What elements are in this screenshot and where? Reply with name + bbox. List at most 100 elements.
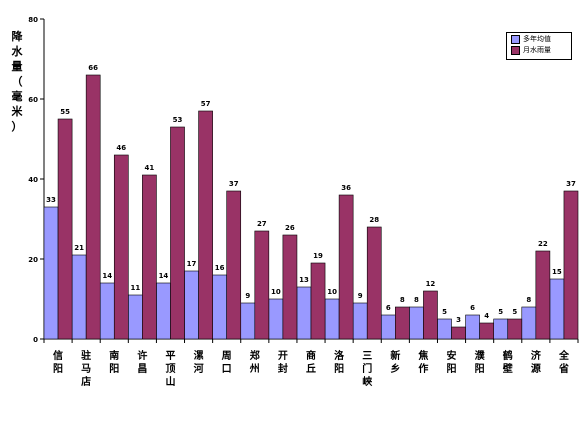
bar-1 <box>240 302 256 340</box>
bar-1 <box>409 306 424 340</box>
bar-1 <box>521 306 537 340</box>
bar-1 <box>493 318 509 340</box>
legend-item-series-2: 月水雨量 <box>511 46 551 57</box>
x-tick-label: 新乡 <box>390 349 400 375</box>
legend-swatch <box>511 46 520 55</box>
x-tick-label: 安阳 <box>447 349 457 375</box>
y-tick-label: 40 <box>28 176 38 184</box>
data-label: 8 <box>414 296 419 304</box>
data-label: 10 <box>327 288 337 296</box>
x-tick-label: 驻马店 <box>81 349 91 388</box>
bar-1 <box>71 254 87 340</box>
x-tick-label: 焦作 <box>417 349 428 375</box>
bar-1 <box>212 274 227 340</box>
y-tick-label: 0 <box>33 336 38 344</box>
y-axis-title-char: 米 <box>11 105 23 118</box>
data-label: 5 <box>498 308 503 316</box>
data-label: 14 <box>102 272 112 280</box>
bar-2 <box>57 118 73 340</box>
y-axis-title-char: 毫 <box>11 90 23 103</box>
x-tick-label: 平顶山 <box>165 350 175 388</box>
bar-2 <box>85 74 101 340</box>
x-tick-label: 信阳 <box>53 349 63 375</box>
legend-label: 月水雨量 <box>523 46 551 54</box>
x-tick-label: 开封 <box>278 350 288 375</box>
y-axis-title-char: 降 <box>11 30 23 43</box>
bar-2 <box>395 306 410 340</box>
bars <box>43 74 579 340</box>
data-label: 27 <box>257 220 267 228</box>
data-label: 36 <box>341 184 351 192</box>
bar-1 <box>268 298 284 340</box>
data-label: 41 <box>145 164 155 172</box>
bar-1 <box>324 298 340 340</box>
bar-1 <box>184 270 199 340</box>
data-label: 46 <box>116 144 126 152</box>
bar-2 <box>451 326 466 340</box>
bar-2 <box>142 174 157 340</box>
bar-1 <box>549 278 565 340</box>
bar-2 <box>338 194 354 340</box>
data-label: 4 <box>484 312 489 320</box>
data-label: 3 <box>456 316 461 324</box>
bar-2 <box>535 250 551 340</box>
data-label: 8 <box>400 296 405 304</box>
data-label: 5 <box>512 308 517 316</box>
data-label: 9 <box>358 292 363 300</box>
y-tick-label: 60 <box>28 96 38 104</box>
legend: 多年均值 月水雨量 <box>506 32 572 60</box>
bar-1 <box>296 286 312 340</box>
bar-1 <box>437 318 452 340</box>
bar-1 <box>156 282 171 340</box>
bar-1 <box>380 314 396 340</box>
bar-2 <box>366 226 382 340</box>
data-label: 37 <box>566 180 576 188</box>
x-tick-label: 周口 <box>222 350 232 375</box>
y-tick-label: 80 <box>28 16 38 24</box>
x-tick-label: 商丘 <box>306 349 316 375</box>
bar-2 <box>113 154 129 340</box>
data-label: 17 <box>187 260 197 268</box>
y-axis-title-char: 水 <box>11 45 23 58</box>
bar-1 <box>128 294 143 340</box>
data-label: 6 <box>470 304 475 312</box>
x-tick-label: 全省 <box>558 349 570 375</box>
bar-2 <box>563 190 579 340</box>
legend-label: 多年均值 <box>523 35 551 43</box>
data-label: 16 <box>215 264 225 272</box>
bar-2 <box>282 234 298 340</box>
legend-item-series-1: 多年均值 <box>511 35 551 46</box>
data-label: 6 <box>386 304 391 312</box>
data-label: 11 <box>130 284 140 292</box>
data-label: 21 <box>74 244 84 252</box>
data-label: 15 <box>552 268 562 276</box>
bar-2 <box>479 322 494 340</box>
data-label: 13 <box>299 276 309 284</box>
bar-1 <box>99 282 115 340</box>
data-label: 14 <box>159 272 169 280</box>
x-tick-label: 南阳 <box>109 349 119 375</box>
bar-2 <box>507 318 523 340</box>
y-axis-title-char: （ <box>11 75 23 88</box>
data-label: 12 <box>426 280 436 288</box>
data-label: 33 <box>46 196 56 204</box>
bar-1 <box>465 314 480 340</box>
data-label: 19 <box>313 252 323 260</box>
x-tick-label: 郑州 <box>249 349 260 375</box>
legend-swatch <box>511 35 520 44</box>
data-label: 26 <box>285 224 295 232</box>
y-axis-title-char: 量 <box>11 60 23 73</box>
data-label: 28 <box>369 216 379 224</box>
data-label: 37 <box>229 180 239 188</box>
x-tick-label: 洛阳 <box>334 349 345 375</box>
y-axis-title-char: ） <box>11 120 23 133</box>
bar-2 <box>226 190 242 340</box>
data-label: 53 <box>173 116 183 124</box>
bar-2 <box>170 126 185 340</box>
x-tick-label: 濮阳 <box>475 349 486 375</box>
x-tick-label: 济源 <box>531 349 542 375</box>
y-tick-label: 20 <box>28 256 38 264</box>
bar-2 <box>198 110 213 340</box>
